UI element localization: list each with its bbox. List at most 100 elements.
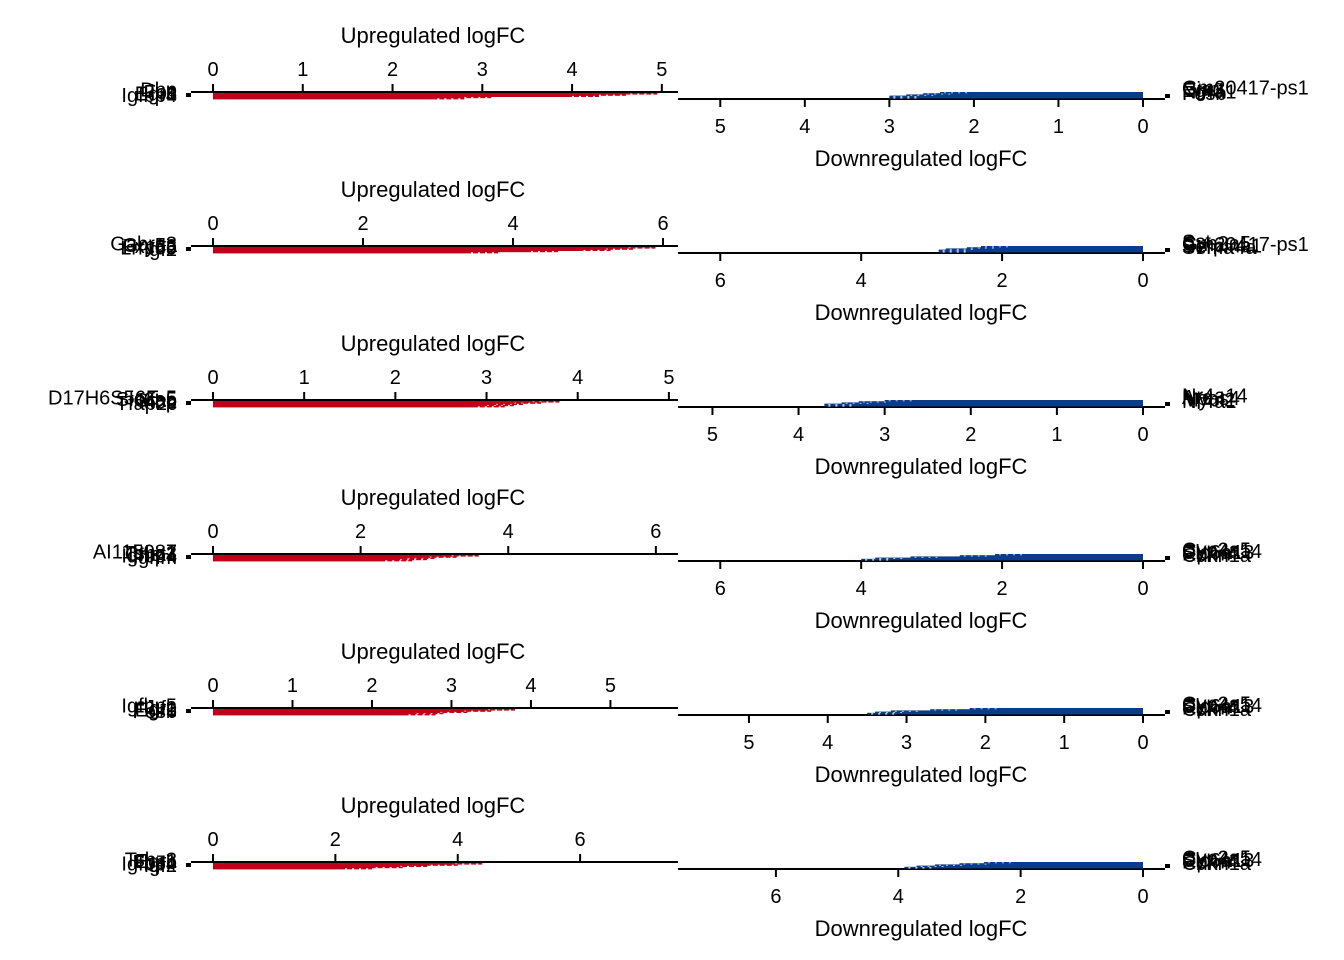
- down-bar: [938, 249, 1143, 252]
- up-star-mark: [500, 405, 503, 407]
- down-star-mark: [945, 864, 948, 867]
- down-gene-label: Cdkn1a: [1182, 545, 1252, 567]
- up-star-mark: [392, 560, 395, 562]
- down-star-mark: [927, 866, 930, 868]
- down-axis-title: Downregulated logFC: [815, 762, 1028, 787]
- down-bar: [923, 93, 1143, 95]
- down-gene-label: Sst: [1182, 231, 1211, 253]
- up-star-mark: [491, 406, 494, 408]
- up-star-mark: [385, 560, 388, 562]
- panel-3: Upregulated logFC 0 1 2 3 4 5 Tfap2cMbpGfapSlc6…: [48, 331, 1248, 479]
- up-bar: [213, 248, 633, 250]
- up-star-mark: [598, 94, 601, 96]
- up-bar: [213, 713, 436, 716]
- up-tick-label: 0: [207, 675, 218, 697]
- up-axis-title: Upregulated logFC: [341, 485, 526, 510]
- down-star-mark: [849, 404, 852, 406]
- up-star-mark: [437, 98, 440, 100]
- down-star-mark: [942, 251, 945, 253]
- down-star-mark: [886, 559, 889, 561]
- down-star-mark: [921, 556, 924, 559]
- up-star-mark: [429, 714, 432, 716]
- up-star-mark: [408, 714, 411, 716]
- up-star-mark: [396, 867, 399, 869]
- up-bar: [213, 559, 413, 562]
- up-star-mark: [375, 867, 378, 869]
- up-star-mark: [532, 401, 535, 403]
- up-star-mark: [462, 863, 465, 865]
- up-bar: [213, 709, 516, 711]
- down-star-mark: [998, 246, 1001, 248]
- down-tick-label: 0: [1137, 270, 1148, 292]
- up-gene-label: Mbp: [138, 392, 177, 414]
- up-tick-label: 5: [605, 675, 616, 697]
- up-star-mark: [421, 865, 424, 868]
- up-tick-label: 4: [452, 829, 463, 851]
- up-star-mark: [619, 94, 622, 96]
- up-bar: [213, 710, 492, 712]
- up-tick-label: 4: [525, 675, 536, 697]
- down-star-mark: [893, 97, 896, 99]
- up-star-mark: [496, 403, 498, 406]
- up-star-mark: [447, 711, 450, 714]
- up-star-mark: [430, 864, 433, 866]
- down-star-mark: [922, 867, 925, 869]
- up-star-mark: [485, 97, 488, 99]
- down-bar: [934, 864, 1143, 866]
- up-star-mark: [514, 402, 517, 404]
- up-tick-label: 2: [390, 367, 401, 389]
- down-bar: [858, 401, 1143, 403]
- up-tick-label: 6: [650, 521, 661, 543]
- down-star-mark: [878, 713, 881, 715]
- up-star-mark: [389, 867, 392, 869]
- down-star-mark: [987, 708, 990, 710]
- down-star-mark: [907, 96, 910, 98]
- down-star-mark: [865, 559, 868, 561]
- up-bar: [213, 555, 479, 557]
- down-bar: [867, 712, 1143, 715]
- up-star-mark: [436, 556, 439, 558]
- up-star-mark: [535, 402, 538, 404]
- up-star-mark: [443, 556, 446, 558]
- down-bar: [983, 862, 1143, 864]
- up-gene-label: Igf2: [144, 239, 177, 261]
- up-tick-label: 0: [207, 367, 218, 389]
- up-star-mark: [477, 406, 480, 408]
- down-star-mark: [859, 402, 862, 405]
- up-star-mark: [437, 713, 440, 715]
- up-gene-label: Tshz3: [125, 543, 177, 565]
- up-star-mark: [531, 251, 533, 253]
- down-axis-title: Downregulated logFC: [815, 300, 1028, 325]
- down-star-mark: [942, 250, 945, 252]
- up-star-mark: [593, 95, 596, 98]
- down-star-mark: [835, 404, 838, 406]
- up-gene-label: Igfbp5: [121, 695, 177, 717]
- down-gene-label: Gm20417-ps1: [1182, 234, 1309, 256]
- down-gene-label: Arc: [1182, 387, 1212, 409]
- down-star-mark: [994, 862, 997, 864]
- down-gene-label: Nr4a14: [1182, 385, 1248, 407]
- down-star-mark: [907, 97, 910, 99]
- up-star-mark: [620, 248, 622, 250]
- up-star-mark: [429, 556, 432, 558]
- up-bar: [213, 867, 373, 870]
- up-gene-label: Fosb: [133, 852, 177, 874]
- down-star-mark: [948, 709, 951, 711]
- up-star-mark: [464, 710, 467, 712]
- up-star-mark: [590, 249, 593, 252]
- up-axis-title: Upregulated logFC: [341, 23, 526, 48]
- up-tick-label: 5: [656, 59, 667, 81]
- down-gene-label: Egr3: [1182, 80, 1224, 102]
- down-star-mark: [963, 250, 966, 252]
- up-bar: [213, 402, 542, 404]
- up-star-mark: [382, 867, 385, 869]
- down-tick-label: 4: [893, 886, 904, 908]
- down-star-mark: [973, 708, 976, 710]
- down-star-mark: [894, 710, 897, 713]
- up-axis-title: Upregulated logFC: [341, 793, 526, 818]
- down-star-mark: [951, 92, 954, 94]
- down-bar: [904, 866, 1143, 869]
- down-star-mark: [900, 712, 903, 714]
- down-tick-label: 0: [1137, 116, 1148, 138]
- down-star-mark: [910, 94, 913, 97]
